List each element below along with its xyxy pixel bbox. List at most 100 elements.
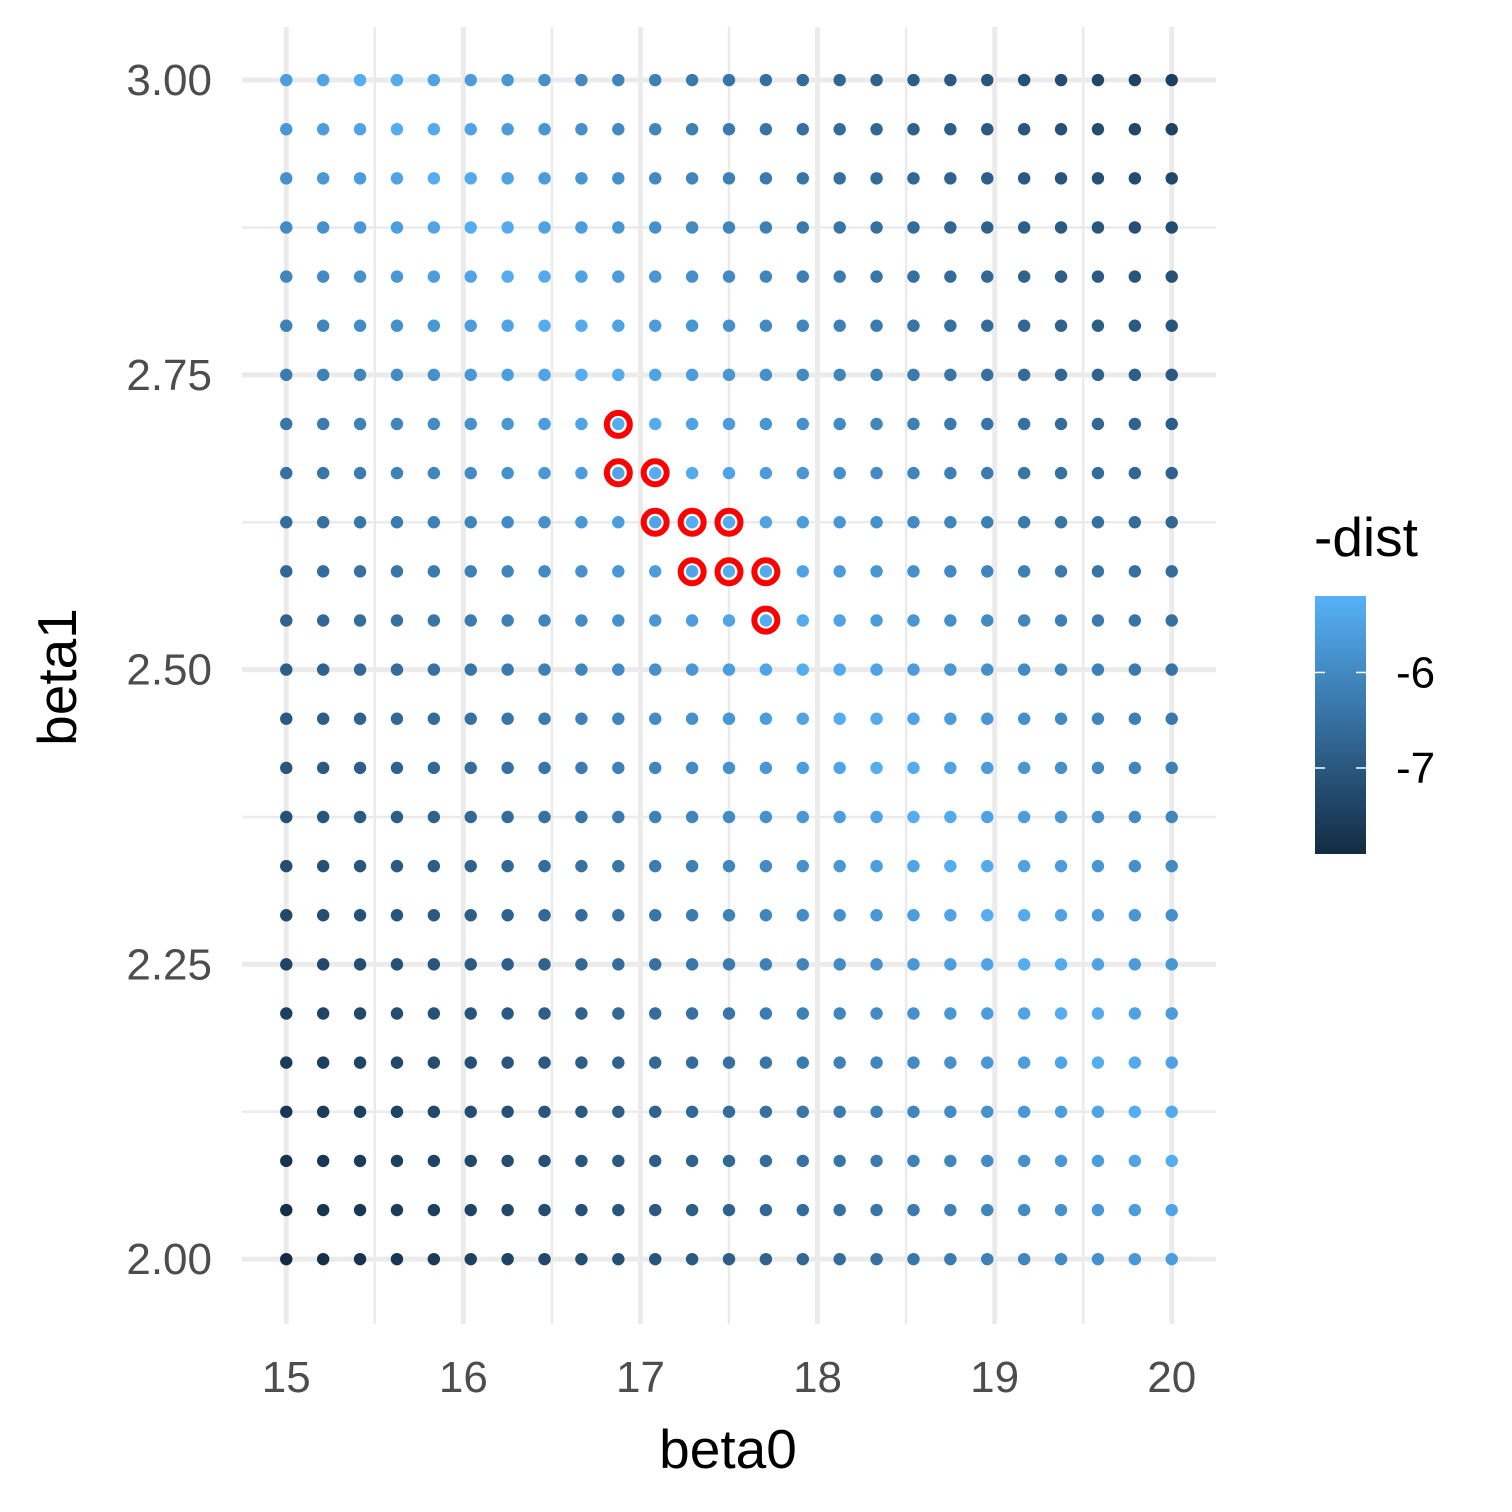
data-point (907, 859, 920, 873)
data-point (353, 958, 367, 971)
x-tick-label: 20 (1147, 1353, 1196, 1402)
y-tick-label: 2.50 (126, 646, 212, 695)
data-point (316, 122, 330, 136)
data-point (612, 122, 625, 136)
data-point (759, 1056, 773, 1069)
data-point (1017, 516, 1031, 529)
data-point (464, 221, 477, 234)
data-point (1165, 614, 1178, 627)
data-point (612, 1007, 625, 1020)
data-point (353, 614, 367, 627)
data-point (1017, 663, 1031, 676)
data-point (501, 172, 514, 185)
data-point (944, 859, 957, 873)
data-point (353, 122, 367, 136)
data-point (1091, 1252, 1105, 1266)
data-point (1165, 1007, 1178, 1020)
data-point (649, 810, 662, 824)
data-point (685, 810, 699, 824)
data-point (575, 565, 588, 578)
data-point (907, 319, 920, 332)
data-point (464, 1154, 477, 1168)
data-point (316, 614, 330, 627)
data-point (390, 761, 404, 775)
data-point (796, 1056, 809, 1069)
data-point (538, 859, 551, 873)
data-point (1128, 614, 1142, 627)
data-point (833, 1252, 846, 1266)
legend-label: -6 (1396, 648, 1435, 697)
data-point (575, 221, 588, 234)
data-point (907, 1105, 920, 1118)
data-point (280, 1154, 293, 1168)
data-point (796, 466, 809, 480)
data-point (538, 368, 551, 382)
data-point (722, 909, 736, 922)
data-point (981, 221, 994, 234)
data-point (722, 565, 736, 578)
data-point (316, 73, 330, 87)
data-point (316, 1105, 330, 1118)
data-point (649, 172, 662, 185)
x-tick-label: 16 (439, 1353, 488, 1402)
data-point (1128, 1105, 1142, 1118)
data-point (1054, 761, 1068, 775)
y-axis-title: beta1 (26, 608, 88, 746)
data-point (833, 270, 846, 283)
data-point (685, 270, 699, 283)
data-point (759, 122, 773, 136)
data-point (722, 663, 736, 676)
data-point (796, 712, 809, 725)
data-point (538, 810, 551, 824)
data-point (944, 663, 957, 676)
data-point (280, 368, 293, 382)
data-point (575, 73, 588, 87)
data-point (1165, 417, 1178, 431)
data-point (944, 516, 957, 529)
data-point (833, 1056, 846, 1069)
data-point (353, 712, 367, 725)
data-point (833, 73, 846, 87)
data-point (427, 810, 441, 824)
data-point (722, 1154, 736, 1168)
data-point (316, 466, 330, 480)
data-point (649, 1007, 662, 1020)
data-point (722, 172, 736, 185)
data-point (612, 1105, 625, 1118)
data-point (427, 221, 441, 234)
data-point (796, 1007, 809, 1020)
data-point (907, 1056, 920, 1069)
data-point (353, 1203, 367, 1217)
data-point (612, 958, 625, 971)
data-point (280, 221, 293, 234)
data-point (280, 614, 293, 627)
data-point (907, 1007, 920, 1020)
data-point (759, 466, 773, 480)
data-point (870, 761, 883, 775)
data-point (981, 1007, 994, 1020)
data-point (870, 516, 883, 529)
data-point (685, 1252, 699, 1266)
data-point (1165, 565, 1178, 578)
data-point (870, 368, 883, 382)
data-point (538, 122, 551, 136)
data-point (833, 319, 846, 332)
data-point (649, 516, 662, 529)
data-point (316, 221, 330, 234)
data-point (759, 516, 773, 529)
data-point (722, 1203, 736, 1217)
data-point (1054, 270, 1068, 283)
data-point (759, 663, 773, 676)
data-point (575, 466, 588, 480)
data-point (870, 565, 883, 578)
data-point (833, 1007, 846, 1020)
data-point (538, 466, 551, 480)
data-point (501, 810, 514, 824)
data-point (464, 909, 477, 922)
data-point (1054, 565, 1068, 578)
data-point (1091, 270, 1105, 283)
data-point (685, 1007, 699, 1020)
data-point (427, 1203, 441, 1217)
data-point (575, 1105, 588, 1118)
data-point (722, 1252, 736, 1266)
